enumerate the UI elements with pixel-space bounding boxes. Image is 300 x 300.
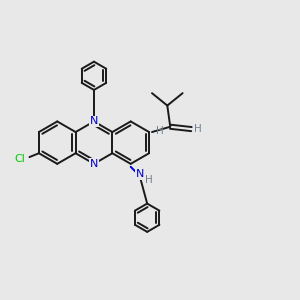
Text: N: N [90,116,98,126]
Text: H: H [194,124,202,134]
Text: N: N [90,159,98,169]
Text: N: N [136,169,144,179]
Text: H: H [145,175,152,185]
Text: H: H [155,126,163,136]
Text: Cl: Cl [14,154,25,164]
